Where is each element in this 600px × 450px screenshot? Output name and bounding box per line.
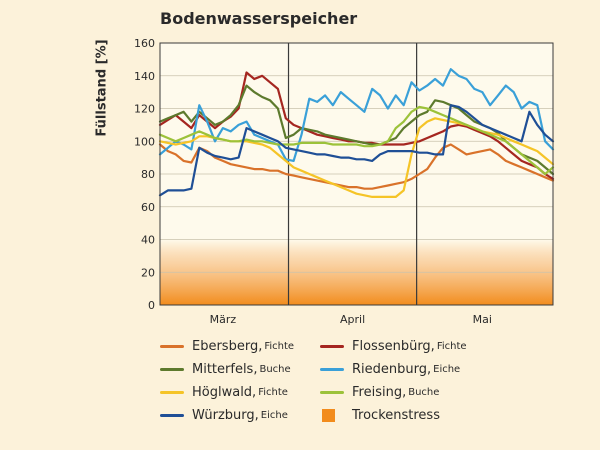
series-line-riedenburg [158,68,555,162]
legend-swatch [320,367,344,371]
legend-species: Fichte [264,340,295,352]
legend-item-hglwald: Höglwald, Fichte [160,382,288,402]
y-tick-label: 100 [134,135,155,148]
legend-swatch [160,367,184,371]
legend-label: Trockenstress [352,407,440,423]
legend-item-wrzburg: Würzburg, Eiche [160,405,288,425]
plot-frame [159,42,554,306]
legend-item-trockenstress: Trockenstress [320,405,440,425]
legend-swatch [320,344,344,348]
legend-swatch [160,413,184,417]
legend-label: Würzburg, [192,407,259,423]
legend-species: Fichte [436,340,467,352]
x-tick-label: Mai [473,313,492,326]
legend-item-riedenburg: Riedenburg, Eiche [320,359,460,379]
legend-label: Flossenbürg, [352,338,435,354]
legend-item-mitterfels: Mitterfels, Buche [160,359,291,379]
legend-swatch [320,390,344,394]
series-line-wrzburg [158,104,555,197]
legend-swatch [160,390,184,394]
legend-swatch [160,344,184,348]
y-tick-label: 40 [141,234,155,247]
legend-item-ebersberg: Ebersberg, Fichte [160,336,294,356]
y-tick-label: 20 [141,266,155,279]
y-tick-label: 120 [134,103,155,116]
legend-label: Riedenburg, [352,361,432,377]
legend-species: Buche [259,363,291,375]
legend-swatch [322,408,335,422]
legend-species: Fichte [258,386,288,398]
legend-item-freising: Freising, Buche [320,382,439,402]
y-tick-label: 80 [141,168,155,181]
series-line-freising [158,105,555,176]
legend-label: Ebersberg, [192,338,263,354]
x-tick-label: März [210,313,237,326]
x-tick-label: April [340,313,365,326]
y-tick-label: 160 [134,37,155,50]
legend-item-flossenbrg: Flossenbürg, Fichte [320,336,467,356]
legend-species: Buche [408,386,440,398]
legend-label: Freising, [352,384,407,400]
y-tick-label: 60 [141,201,155,214]
y-tick-label: 140 [134,70,155,83]
chart-title: Bodenwasserspeicher [160,9,358,28]
series-line-ebersberg [158,143,555,190]
legend-species: Eiche [433,363,461,375]
y-tick-label: 0 [148,299,155,312]
legend-label: Höglwald, [192,384,257,400]
legend-species: Eiche [260,409,288,421]
legend-label: Mitterfels, [192,361,258,377]
